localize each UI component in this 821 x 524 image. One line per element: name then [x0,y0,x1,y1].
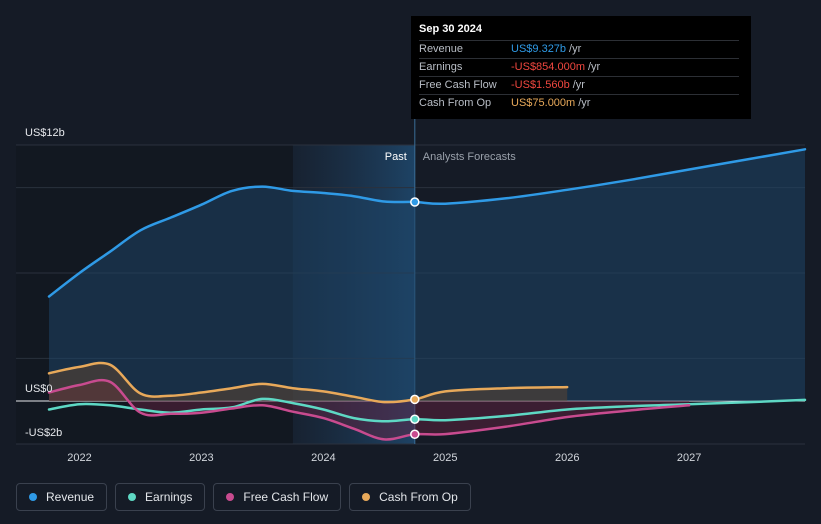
earnings-marker [410,414,420,424]
tooltip-row-revenue: Revenue US$9.327b /yr [419,40,739,58]
legend-dot-icon [362,493,371,501]
revenue-line [47,148,807,298]
free-cash-flow-area [49,380,690,440]
legend-item-free-cash-flow[interactable]: Free Cash Flow [213,483,342,511]
revenue-area [49,149,805,401]
revenue-marker [410,197,420,207]
tooltip-row-earnings: Earnings -US$854.000m /yr [419,58,739,76]
forecast-label: Analysts Forecasts [423,151,516,163]
tooltip-label: Cash From Op [419,97,492,109]
tooltip-unit: /yr [578,97,591,109]
free-cash-flow-line [47,378,691,441]
tooltip-row-free-cash-flow: Free Cash Flow -US$1.560b /yr [419,76,739,94]
x-tick-label: 2022 [67,452,91,464]
legend-dot-icon [128,493,137,501]
tooltip-value: -US$1.560b [511,79,570,91]
x-tick-label: 2024 [311,452,335,464]
tooltip-value: US$9.327b [511,43,567,55]
legend-item-revenue[interactable]: Revenue [16,483,108,511]
legend-item-earnings[interactable]: Earnings [115,483,206,511]
tooltip-date: Sep 30 2024 [419,23,482,35]
tooltip-row-cash-from-op: Cash From Op US$75.000m /yr [419,94,739,112]
x-tick-label: 2025 [433,452,457,464]
y-tick-label: -US$2b [25,427,62,439]
tooltip-label: Earnings [419,61,463,73]
legend: Revenue Earnings Free Cash Flow Cash Fro… [16,483,471,511]
tooltip-unit: /yr [588,61,601,73]
y-tick-label: US$0 [25,383,53,395]
tooltip-unit: /yr [572,79,585,91]
x-tick-label: 2026 [555,452,579,464]
cash-from-op-area [49,362,568,403]
legend-label: Revenue [46,490,95,504]
legend-dot-icon [29,493,37,501]
x-tick-label: 2027 [677,452,701,464]
x-tick-label: 2023 [189,452,213,464]
legend-label: Earnings [145,490,193,504]
tooltip-unit: /yr [569,43,582,55]
cash-from-op-marker [410,394,420,405]
tooltip-label: Free Cash Flow [419,79,497,91]
y-tick-label: US$12b [25,127,65,139]
past-label: Past [385,151,407,163]
cash-from-op-line [47,361,569,404]
legend-item-cash-from-op[interactable]: Cash From Op [349,483,471,511]
tooltip: Sep 30 2024 Revenue US$9.327b /yr Earnin… [411,16,751,119]
legend-dot-icon [226,493,235,501]
free-cash-flow-marker [410,429,420,440]
tooltip-value: -US$854.000m [511,61,585,73]
tooltip-value: US$75.000m [511,97,576,109]
earnings-line [47,397,807,423]
tooltip-label: Revenue [419,43,464,55]
legend-label: Free Cash Flow [243,490,329,504]
legend-label: Cash From Op [379,490,458,504]
